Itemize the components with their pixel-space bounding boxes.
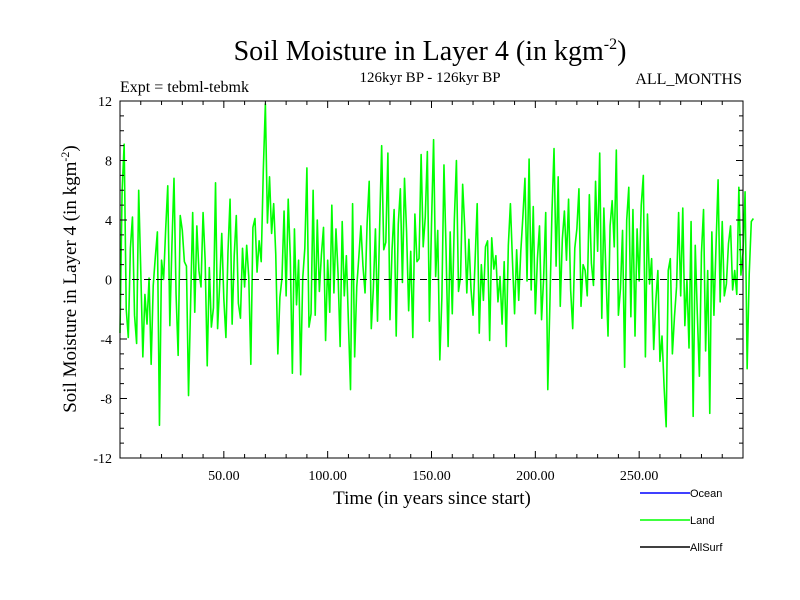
- legend: Ocean Land AllSurf: [640, 488, 723, 554]
- y-tick-label: -12: [93, 452, 112, 467]
- months-label: ALL_MONTHS: [635, 71, 742, 88]
- y-tick-label: -4: [100, 333, 112, 348]
- legend-label-land: Land: [690, 515, 714, 527]
- x-tick-label: 150.00: [412, 469, 451, 484]
- expt-label: Expt = tebml-tebmk: [120, 79, 249, 96]
- y-tick-label: -8: [100, 393, 112, 408]
- legend-label-allsurf: AllSurf: [690, 542, 723, 554]
- y-tick-label: 12: [98, 95, 112, 110]
- period-label: 126kyr BP - 126kyr BP: [359, 70, 500, 86]
- x-tick-label: 50.00: [208, 469, 240, 484]
- x-tick-label: 250.00: [620, 469, 659, 484]
- y-tick-label: 8: [105, 155, 112, 170]
- axis-ticks: -12 -8 -4 0 4 8 12 50.00 100.00 150.00 200.00 250.0…: [93, 95, 743, 484]
- x-axis-label: Time (in years since start): [333, 488, 531, 509]
- series-line-land: [119, 103, 755, 428]
- legend-label-ocean: Ocean: [690, 488, 722, 500]
- plot-frame: [119, 100, 744, 459]
- y-tick-label: 4: [105, 214, 112, 229]
- y-tick-label: 0: [105, 274, 112, 289]
- chart-title: Soil Moisture in Layer 4 (in kgm-2): [234, 36, 627, 67]
- x-tick-label: 200.00: [516, 469, 555, 484]
- series-layer: [119, 103, 755, 428]
- y-axis-label: Soil Moisture in Layer 4 (in kgm-2): [58, 145, 81, 413]
- x-tick-label: 100.00: [308, 469, 347, 484]
